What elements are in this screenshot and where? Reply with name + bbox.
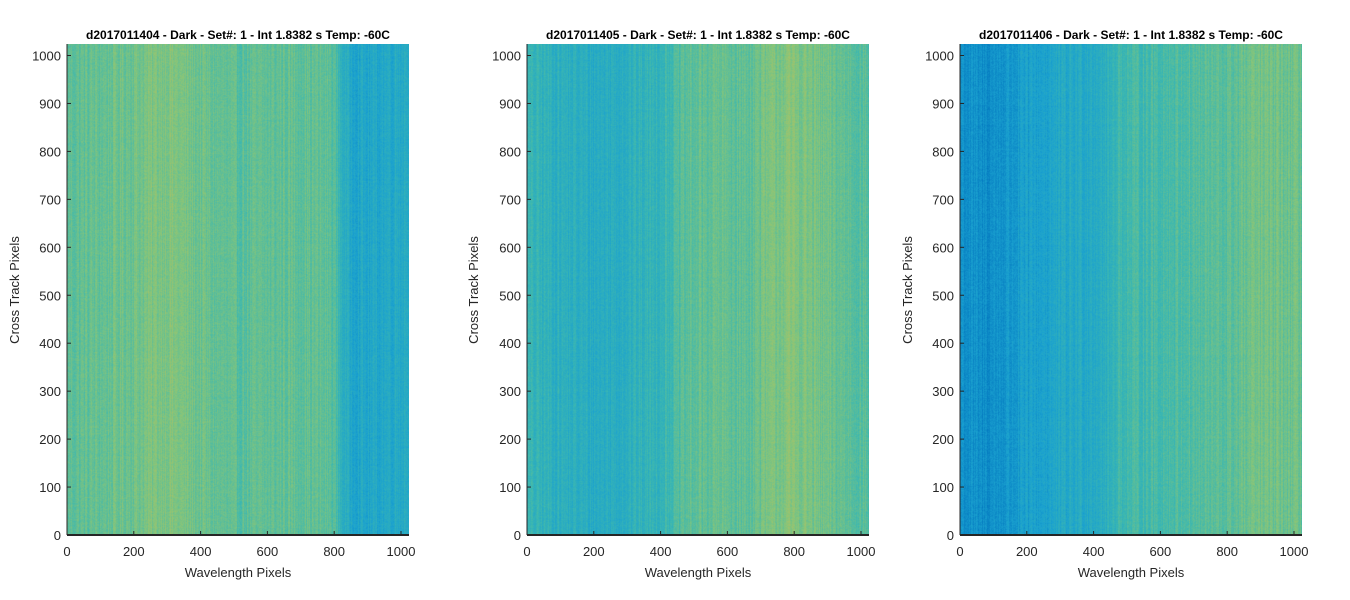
y-tick-label: 100	[39, 480, 61, 495]
y-tick-label: 400	[499, 336, 521, 351]
x-tick-label: 200	[1016, 544, 1038, 559]
y-tick-label: 500	[39, 288, 61, 303]
x-tick-label: 800	[783, 544, 805, 559]
y-tick-label: 800	[932, 144, 954, 159]
y-tick-label: 0	[514, 528, 521, 543]
x-tick-label: 600	[717, 544, 739, 559]
y-tick-label: 400	[932, 336, 954, 351]
panel-1-ylabel: Cross Track Pixels	[7, 236, 22, 344]
panel-1-title: d2017011404 - Dark - Set#: 1 - Int 1.838…	[86, 28, 390, 42]
x-tick-label: 1000	[847, 544, 876, 559]
panel-3-xlabel: Wavelength Pixels	[1078, 565, 1185, 580]
x-tick-label: 200	[123, 544, 145, 559]
y-tick-label: 100	[499, 480, 521, 495]
y-tick-label: 300	[39, 384, 61, 399]
y-tick-label: 700	[932, 192, 954, 207]
y-tick-label: 0	[54, 528, 61, 543]
y-tick-label: 700	[39, 192, 61, 207]
y-tick-label: 300	[499, 384, 521, 399]
subplot-2: d2017011405 - Dark - Set#: 1 - Int 1.838…	[466, 28, 875, 580]
panel-2-ylabel: Cross Track Pixels	[466, 236, 481, 344]
x-tick-label: 600	[1150, 544, 1172, 559]
y-tick-label: 900	[499, 96, 521, 111]
panel-1-image-wrap	[67, 44, 409, 535]
panel-3-title: d2017011406 - Dark - Set#: 1 - Int 1.838…	[979, 28, 1283, 42]
y-tick-label: 600	[39, 240, 61, 255]
y-tick-label: 900	[932, 96, 954, 111]
x-tick-label: 400	[1083, 544, 1105, 559]
y-tick-label: 400	[39, 336, 61, 351]
y-tick-label: 1000	[492, 49, 521, 64]
x-tick-label: 0	[523, 544, 530, 559]
x-tick-label: 400	[650, 544, 672, 559]
panel-2-heatmap[interactable]	[527, 44, 869, 535]
panel-2-title: d2017011405 - Dark - Set#: 1 - Int 1.838…	[546, 28, 850, 42]
y-tick-label: 0	[947, 528, 954, 543]
x-tick-label: 800	[323, 544, 345, 559]
panel-1-xlabel: Wavelength Pixels	[185, 565, 292, 580]
x-tick-label: 0	[956, 544, 963, 559]
y-tick-label: 200	[932, 432, 954, 447]
panel-1-heatmap[interactable]	[67, 44, 409, 535]
x-tick-label: 0	[63, 544, 70, 559]
subplot-3: d2017011406 - Dark - Set#: 1 - Int 1.838…	[900, 28, 1308, 580]
y-tick-label: 500	[499, 288, 521, 303]
panel-3-ylabel: Cross Track Pixels	[900, 236, 915, 344]
y-tick-label: 500	[932, 288, 954, 303]
panel-2-axes: 0 200 400 600 800 1000 0 100 200 300 400 500 600 700 8…	[492, 44, 875, 559]
x-tick-label: 400	[190, 544, 212, 559]
y-tick-label: 600	[932, 240, 954, 255]
y-tick-label: 800	[39, 144, 61, 159]
x-tick-label: 1000	[1280, 544, 1309, 559]
panel-3-image-wrap	[960, 44, 1302, 535]
subplot-1: d2017011404 - Dark - Set#: 1 - Int 1.838…	[7, 28, 415, 580]
panel-2-image-wrap	[527, 44, 869, 535]
y-tick-label: 1000	[925, 49, 954, 64]
panel-3-heatmap[interactable]	[960, 44, 1302, 535]
panel-3-axes: 0 200 400 600 800 1000 0 100 200 300 400 500 600 700 8…	[925, 44, 1308, 559]
x-tick-label: 800	[1216, 544, 1238, 559]
x-tick-label: 1000	[387, 544, 416, 559]
y-tick-label: 600	[499, 240, 521, 255]
panel-2-xlabel: Wavelength Pixels	[645, 565, 752, 580]
y-tick-label: 800	[499, 144, 521, 159]
panel-1-axes: 0 200 400 600 800 1000 0 100 200 300 400 500 600 700 8…	[32, 44, 415, 559]
y-tick-label: 1000	[32, 49, 61, 64]
y-tick-label: 200	[499, 432, 521, 447]
x-tick-label: 200	[583, 544, 605, 559]
y-tick-label: 700	[499, 192, 521, 207]
y-tick-label: 900	[39, 96, 61, 111]
x-tick-label: 600	[257, 544, 279, 559]
y-tick-label: 300	[932, 384, 954, 399]
y-tick-label: 100	[932, 480, 954, 495]
y-tick-label: 200	[39, 432, 61, 447]
